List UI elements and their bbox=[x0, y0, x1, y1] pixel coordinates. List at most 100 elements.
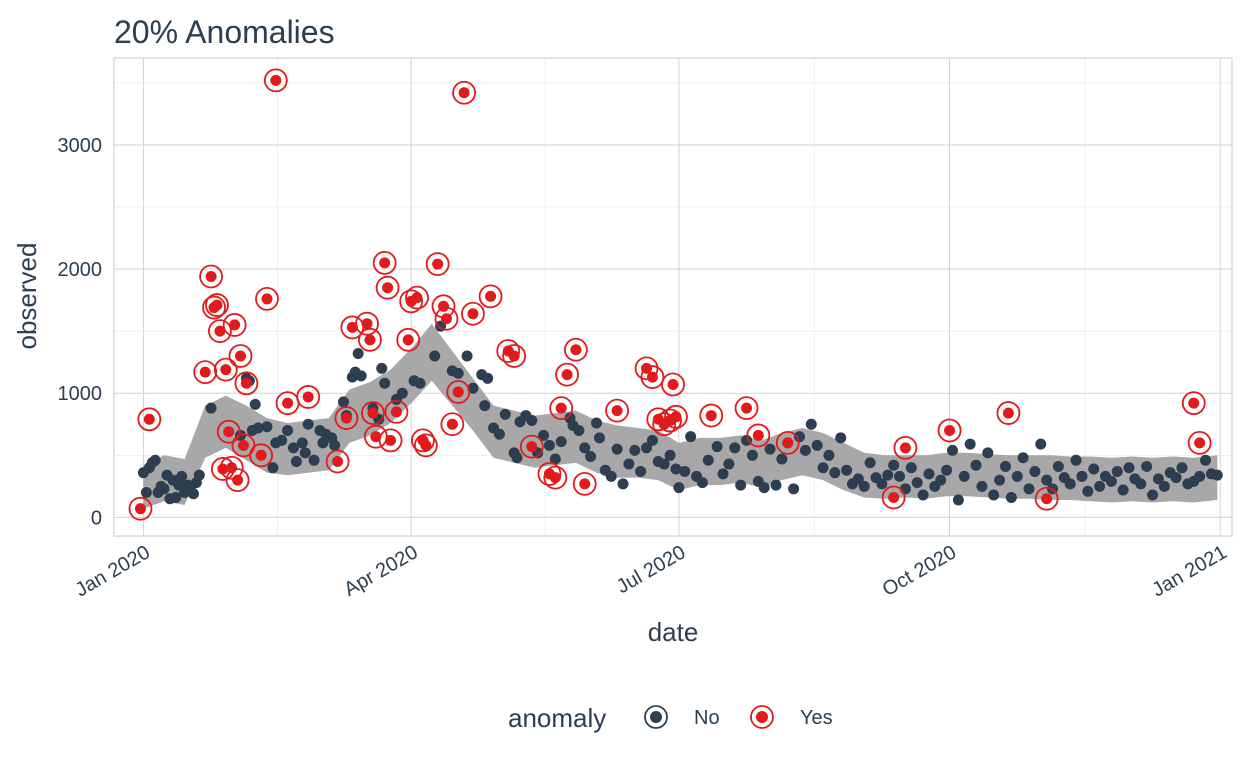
point-normal bbox=[611, 443, 623, 455]
point-anomaly bbox=[752, 429, 764, 441]
anomaly-ring bbox=[231, 433, 256, 458]
point-normal bbox=[770, 479, 782, 491]
point-normal bbox=[952, 494, 964, 506]
point-normal bbox=[623, 458, 635, 470]
point-normal bbox=[1147, 489, 1159, 501]
point-normal bbox=[852, 473, 864, 485]
point-anomaly bbox=[134, 503, 146, 515]
point-anomaly bbox=[361, 318, 373, 330]
point-anomaly bbox=[220, 364, 232, 376]
anomaly-ring bbox=[640, 365, 665, 389]
chart-title: 20% Anomalies bbox=[114, 14, 335, 50]
point-normal bbox=[964, 438, 976, 450]
point-normal bbox=[555, 436, 567, 448]
point-normal bbox=[646, 434, 658, 446]
point-anomaly bbox=[1194, 437, 1206, 449]
point-anomaly bbox=[235, 350, 247, 362]
point-normal bbox=[1041, 474, 1053, 486]
anomaly-ring bbox=[502, 344, 527, 368]
point-anomaly bbox=[340, 412, 352, 424]
point-normal bbox=[723, 458, 735, 470]
x-tick-label: Jan 2020 bbox=[72, 541, 154, 601]
point-normal bbox=[947, 444, 958, 456]
point-normal bbox=[882, 469, 894, 481]
anomaly-ring bbox=[496, 339, 521, 363]
point-anomaly bbox=[367, 407, 379, 419]
point-normal bbox=[299, 447, 311, 459]
anomaly-ring bbox=[202, 295, 226, 320]
point-anomaly bbox=[705, 410, 717, 422]
point-normal bbox=[1200, 454, 1212, 466]
point-normal bbox=[187, 488, 199, 500]
point-anomaly bbox=[526, 441, 538, 453]
point-normal bbox=[149, 454, 161, 466]
point-normal bbox=[396, 387, 408, 399]
point-normal bbox=[452, 367, 464, 379]
point-anomaly bbox=[411, 292, 423, 304]
point-normal bbox=[1035, 438, 1047, 450]
point-anomaly bbox=[440, 313, 452, 325]
point-anomaly bbox=[270, 74, 282, 86]
anomaly-ring bbox=[519, 434, 544, 459]
anomaly-ring bbox=[881, 485, 906, 510]
point-anomaly bbox=[1041, 493, 1053, 505]
point-normal bbox=[817, 462, 829, 474]
point-normal bbox=[988, 489, 1000, 501]
anomaly-ring bbox=[549, 396, 574, 421]
point-anomaly bbox=[232, 474, 244, 486]
point-normal bbox=[140, 487, 152, 499]
point-normal bbox=[352, 347, 364, 359]
point-normal bbox=[702, 454, 714, 466]
point-normal bbox=[267, 462, 279, 474]
anomaly-ring bbox=[219, 455, 244, 480]
point-normal bbox=[1194, 470, 1206, 482]
point-normal bbox=[894, 470, 906, 482]
point-normal bbox=[917, 489, 929, 501]
point-normal bbox=[461, 350, 473, 362]
anomaly-ring bbox=[255, 286, 279, 311]
point-normal bbox=[829, 467, 841, 479]
point-anomaly bbox=[261, 293, 273, 305]
anomaly-ring bbox=[461, 301, 485, 326]
point-normal bbox=[776, 453, 788, 465]
point-normal bbox=[935, 474, 947, 486]
anomaly-ring bbox=[361, 401, 385, 425]
point-normal bbox=[764, 443, 776, 455]
anomaly-ring bbox=[405, 285, 429, 310]
anomaly-ring bbox=[411, 428, 435, 453]
point-normal bbox=[629, 444, 641, 456]
point-normal bbox=[858, 480, 870, 492]
y-tick-label: 3000 bbox=[58, 135, 103, 157]
point-normal bbox=[641, 442, 653, 454]
point-normal bbox=[1011, 470, 1023, 482]
point-normal bbox=[1070, 454, 1082, 466]
x-axis-title: date bbox=[648, 617, 699, 647]
anomaly-ring bbox=[225, 468, 250, 493]
anomaly-ring bbox=[378, 428, 403, 453]
point-normal bbox=[1123, 462, 1135, 474]
point-normal bbox=[1111, 465, 1123, 477]
point-normal bbox=[585, 451, 597, 463]
point-anomaly bbox=[555, 402, 567, 414]
anomaly-ring bbox=[434, 306, 459, 331]
point-anomaly bbox=[205, 271, 217, 283]
point-normal bbox=[679, 465, 691, 477]
point-anomaly bbox=[570, 344, 582, 356]
point-anomaly bbox=[432, 258, 444, 270]
point-anomaly bbox=[888, 492, 900, 504]
y-tick-labels: 0 1000 2000 3000 bbox=[58, 135, 103, 529]
point-anomaly bbox=[782, 437, 794, 449]
point-normal bbox=[1029, 465, 1041, 477]
point-anomaly bbox=[485, 290, 497, 302]
point-anomaly bbox=[346, 321, 358, 333]
x-tick-label: Oct 2020 bbox=[879, 541, 960, 601]
anomaly-ring bbox=[216, 419, 241, 444]
point-normal bbox=[543, 439, 555, 451]
point-normal bbox=[499, 408, 511, 420]
point-normal bbox=[941, 464, 953, 476]
anomaly-ring bbox=[478, 284, 503, 309]
legend-label-yes: Yes bbox=[800, 707, 833, 729]
point-normal bbox=[261, 421, 273, 433]
point-normal bbox=[1176, 462, 1188, 474]
anomaly-ring bbox=[537, 462, 562, 486]
